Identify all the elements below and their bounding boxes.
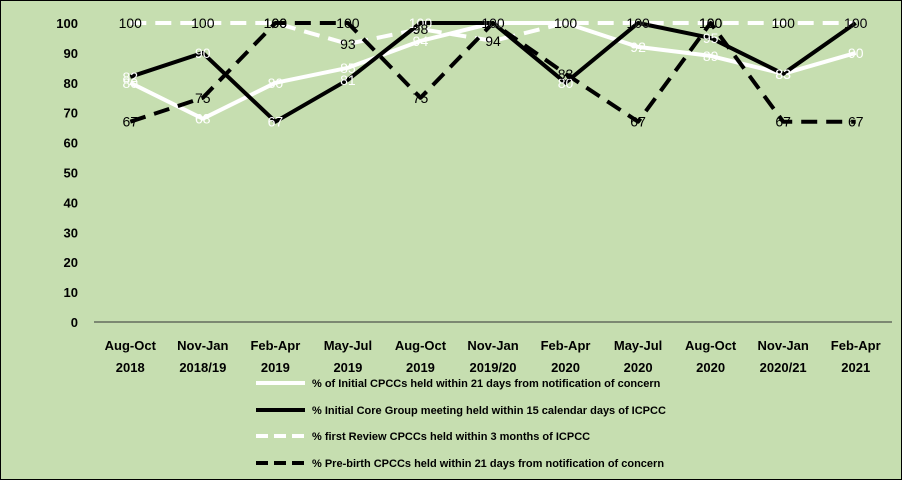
- data-label-series-1: 100: [481, 15, 505, 31]
- y-tick-label: 70: [64, 106, 78, 121]
- data-label-series-3: 100: [119, 15, 143, 31]
- data-label-series-3: 100: [191, 15, 215, 31]
- x-tick-label: Nov-Jan: [467, 338, 518, 353]
- data-label-series-3: 100: [626, 15, 650, 31]
- data-label-series-2: 80: [558, 75, 574, 91]
- data-label-series-3: 100: [699, 15, 723, 31]
- data-label-series-3: 94: [485, 33, 501, 49]
- data-label-series-1: 94: [413, 33, 429, 49]
- data-label-series-4: 83: [558, 66, 574, 82]
- y-tick-label: 80: [64, 76, 78, 91]
- x-tick-label-year: 2019: [406, 360, 435, 375]
- data-label-series-1: 92: [630, 39, 646, 55]
- x-tick-label: Aug-Oct: [105, 338, 157, 353]
- y-tick-label: 90: [64, 46, 78, 61]
- data-label-series-1: 90: [848, 45, 864, 61]
- data-label-series-4: 75: [413, 90, 429, 106]
- y-tick-label: 10: [64, 285, 78, 300]
- data-label-series-2: 100: [481, 15, 505, 31]
- x-tick-label: Aug-Oct: [395, 338, 447, 353]
- data-label-series-4: 67: [848, 114, 864, 130]
- data-label-series-1: 68: [195, 111, 211, 127]
- x-tick-label: Aug-Oct: [685, 338, 737, 353]
- data-label-series-3: 100: [264, 15, 288, 31]
- data-label-series-4: 67: [122, 114, 138, 130]
- y-tick-label: 40: [64, 195, 78, 210]
- x-tick-label-year: 2018: [116, 360, 145, 375]
- x-tick-label-year: 2021: [841, 360, 870, 375]
- data-label-series-2: 100: [409, 15, 433, 31]
- data-label-series-1: 100: [554, 15, 578, 31]
- data-label-series-2: 83: [775, 66, 791, 82]
- data-label-series-2: 95: [703, 30, 719, 46]
- data-label-series-1: 85: [340, 60, 356, 76]
- x-tick-label-year: 2020: [624, 360, 653, 375]
- data-label-series-4: 75: [195, 90, 211, 106]
- data-label-series-4: 100: [336, 15, 360, 31]
- y-tick-label: 0: [71, 315, 78, 330]
- x-tick-label: Feb-Apr: [541, 338, 591, 353]
- data-label-series-2: 100: [626, 15, 650, 31]
- x-tick-label-year: 2019/20: [470, 360, 517, 375]
- x-tick-label: May-Jul: [324, 338, 372, 353]
- series-line-3: [130, 21, 856, 46]
- data-label-series-3: 100: [554, 15, 578, 31]
- x-tick-label-year: 2020: [696, 360, 725, 375]
- data-label-series-2: 100: [844, 15, 868, 31]
- x-tick-label-year: 2020: [551, 360, 580, 375]
- y-tick-label: 60: [64, 136, 78, 151]
- data-label-series-4: 100: [699, 15, 723, 31]
- x-tick-label: Nov-Jan: [177, 338, 228, 353]
- x-tick-label-year: 2018/19: [179, 360, 226, 375]
- data-label-series-2: 82: [122, 69, 138, 85]
- data-label-series-2: 67: [268, 114, 284, 130]
- data-label-series-2: 90: [195, 45, 211, 61]
- data-label-series-3: 100: [844, 15, 868, 31]
- x-tick-label: Nov-Jan: [758, 338, 809, 353]
- data-label-series-1: 80: [122, 75, 138, 91]
- data-label-series-4: 67: [775, 114, 791, 130]
- data-label-series-1: 80: [268, 75, 284, 91]
- y-tick-label: 30: [64, 225, 78, 240]
- data-label-series-2: 81: [340, 72, 356, 88]
- x-tick-label: Feb-Apr: [831, 338, 881, 353]
- data-label-series-1: 89: [703, 48, 719, 64]
- legend-label-2: % Initial Core Group meeting held within…: [312, 405, 666, 417]
- series-line-2: [129, 21, 857, 124]
- data-label-series-4: 67: [630, 114, 646, 130]
- legend-label-3: % first Review CPCCs held within 3 month…: [312, 431, 590, 443]
- x-tick-label-year: 2019: [333, 360, 362, 375]
- data-label-series-3: 93: [340, 36, 356, 52]
- x-tick-label-year: 2020/21: [760, 360, 807, 375]
- data-label-series-4: 100: [264, 15, 288, 31]
- x-tick-label-year: 2019: [261, 360, 290, 375]
- data-label-series-3: 98: [413, 21, 429, 37]
- x-tick-label: May-Jul: [614, 338, 662, 353]
- legend-label-4: % Pre-birth CPCCs held within 21 days fr…: [312, 458, 664, 470]
- legend-label-1: % of Initial CPCCs held within 21 days f…: [312, 378, 661, 390]
- y-tick-label: 50: [64, 166, 78, 181]
- x-tick-label: Feb-Apr: [250, 338, 300, 353]
- y-tick-label: 20: [64, 255, 78, 270]
- data-label-series-4: 100: [481, 15, 505, 31]
- data-label-series-1: 83: [775, 66, 791, 82]
- y-tick-label: 100: [56, 16, 78, 31]
- data-label-series-3: 100: [772, 15, 796, 31]
